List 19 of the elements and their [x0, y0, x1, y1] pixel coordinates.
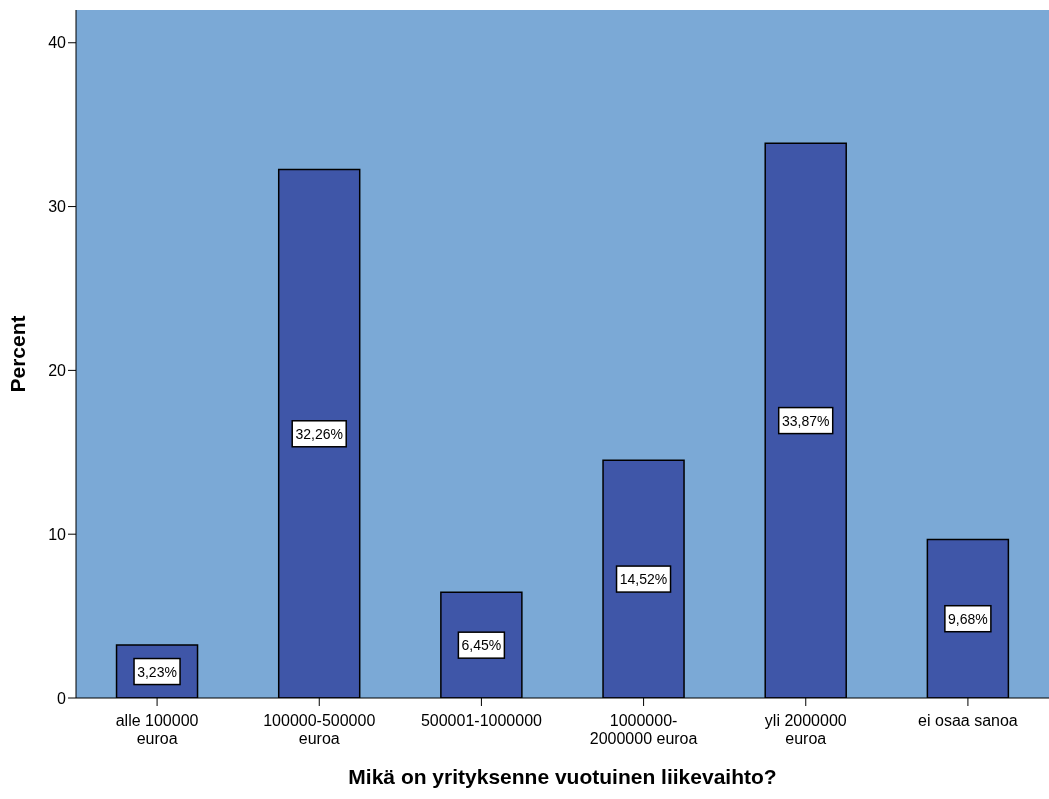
x-tick-label: alle 100000 euroa — [115, 712, 199, 747]
x-tick-label: yli 2000000 euroa — [764, 712, 847, 747]
data-label: 32,26% — [295, 425, 343, 442]
data-label: 3,23% — [137, 663, 177, 680]
y-tick-label: 20 — [48, 362, 67, 380]
data-label: 14,52% — [619, 571, 668, 588]
x-tick-label: 1000000-2000000 euroa — [589, 712, 698, 747]
data-label: 6,45% — [461, 637, 502, 654]
y-tick-label: 10 — [48, 525, 67, 543]
x-axis-title: Mikä on yrityksenne vuotuinen liikevaihto? — [348, 765, 777, 788]
data-label: 33,87% — [781, 412, 830, 429]
y-tick-label: 40 — [48, 34, 67, 52]
y-axis-title: Percent — [6, 315, 30, 393]
x-tick-label: ei osaa sanoa — [918, 712, 1018, 729]
x-tick-label: 500001-1000000 — [420, 712, 543, 729]
y-tick-label: 0 — [57, 689, 67, 707]
y-tick-label: 30 — [48, 198, 67, 216]
x-tick-label: 100000-500000 euroa — [263, 712, 376, 747]
data-label: 9,68% — [948, 610, 988, 627]
